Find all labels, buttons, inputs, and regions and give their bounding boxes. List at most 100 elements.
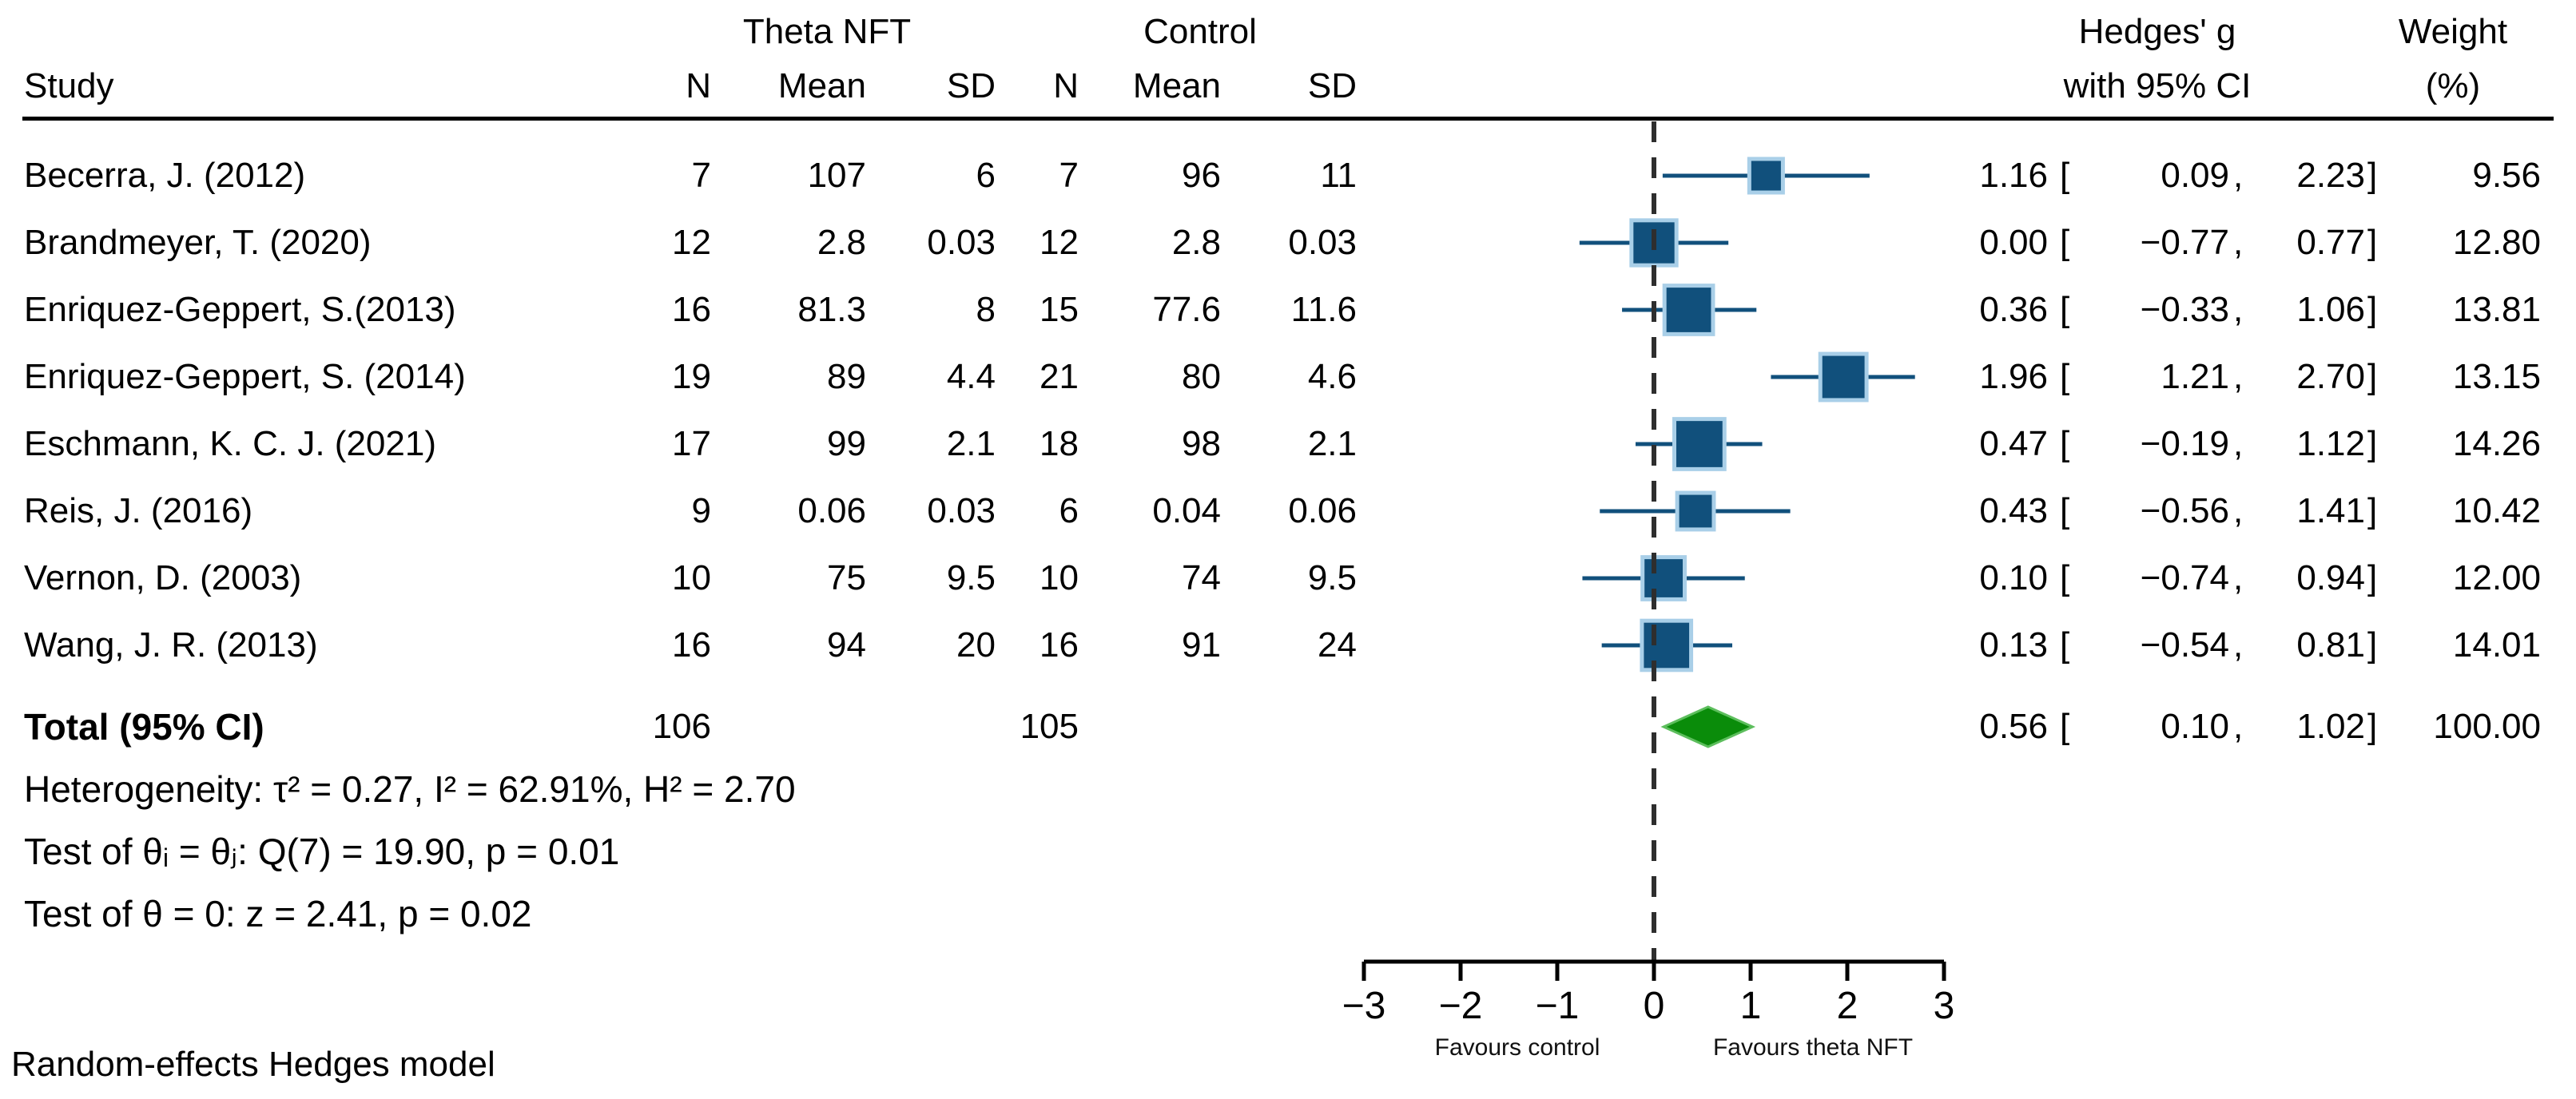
ci-open-bracket: [ [2060, 491, 2070, 530]
n-treatment: 17 [672, 424, 711, 463]
header-divider-rule [22, 117, 2554, 121]
ci-lower: −0.33 [2140, 290, 2229, 329]
n-control: 18 [1040, 424, 1079, 463]
mean-control: 91 [1182, 625, 1221, 665]
mean-treatment: 2.8 [817, 223, 866, 262]
sd-treatment: 0.03 [927, 491, 996, 530]
weight-header-line1: Weight [2398, 12, 2508, 51]
sd-control: 9.5 [1307, 558, 1357, 597]
n-treatment: 19 [672, 357, 711, 396]
ci-lower: −0.56 [2140, 491, 2229, 530]
total-n-control: 105 [1020, 707, 1079, 746]
sd-control: 11 [1320, 156, 1357, 195]
sd-control: 0.06 [1288, 491, 1357, 530]
ci-open-bracket: [ [2060, 558, 2070, 597]
weight-value: 14.26 [2452, 424, 2541, 463]
ci-lower: −0.54 [2140, 625, 2229, 665]
x-axis-tick-label: −3 [1342, 985, 1386, 1027]
overall-effect-test-stats: Test of θ = 0: z = 2.41, p = 0.02 [24, 893, 532, 934]
ci-comma: , [2233, 625, 2244, 665]
mean-control: 80 [1182, 357, 1221, 396]
n-treatment: 12 [672, 223, 711, 262]
sd-treatment: 4.4 [946, 357, 996, 396]
effect-value: 1.96 [1979, 357, 2048, 396]
ci-lower: −0.74 [2140, 558, 2229, 597]
ci-upper: 0.81 [2296, 625, 2365, 665]
sd-treatment: 8 [976, 290, 996, 329]
column-header-mean-control: Mean [1132, 66, 1221, 105]
ci-lower: 0.09 [2161, 156, 2229, 195]
sd-treatment: 20 [956, 625, 996, 665]
total-ci-comma: , [2233, 707, 2244, 746]
mean-control: 96 [1182, 156, 1221, 195]
effect-square-marker [1675, 490, 1716, 532]
n-control: 16 [1040, 625, 1079, 665]
weight-value: 12.00 [2452, 558, 2541, 597]
mean-control: 77.6 [1152, 290, 1221, 329]
column-header-n-treatment: N [686, 66, 711, 105]
effect-value: 0.43 [1979, 491, 2048, 530]
column-header-mean-treatment: Mean [777, 66, 866, 105]
sd-control: 24 [1318, 625, 1357, 665]
favours-theta-nft-label: Favours theta NFT [1712, 1034, 1914, 1061]
model-footnote: Random-effects Hedges model [11, 1045, 495, 1084]
ci-comma: , [2233, 223, 2244, 262]
effect-square-marker [1662, 284, 1715, 336]
weight-value: 12.80 [2452, 223, 2541, 262]
ci-comma: , [2233, 357, 2244, 396]
ci-open-bracket: [ [2060, 424, 2070, 463]
ci-comma: , [2233, 156, 2244, 195]
ci-close-bracket: ] [2367, 424, 2378, 463]
sd-treatment: 9.5 [946, 558, 996, 597]
ci-comma: , [2233, 558, 2244, 597]
ci-close-bracket: ] [2367, 223, 2378, 262]
study-name: Enriquez-Geppert, S.(2013) [24, 290, 456, 329]
n-control: 12 [1040, 223, 1079, 262]
ci-upper: 1.06 [2296, 290, 2365, 329]
sd-control: 2.1 [1307, 424, 1357, 463]
sd-control: 0.03 [1288, 223, 1357, 262]
mean-treatment: 99 [827, 424, 866, 463]
ci-upper: 0.94 [2296, 558, 2365, 597]
x-axis-tick-label: −1 [1535, 985, 1580, 1027]
ci-close-bracket: ] [2367, 156, 2378, 195]
mean-treatment: 75 [827, 558, 866, 597]
study-name: Vernon, D. (2003) [24, 558, 302, 597]
n-control: 15 [1040, 290, 1079, 329]
pooled-effect-diamond [1660, 705, 1756, 748]
group-header-control: Control [1143, 12, 1257, 51]
ci-close-bracket: ] [2367, 625, 2378, 665]
total-ci-open-bracket: [ [2060, 707, 2070, 746]
ci-comma: , [2233, 424, 2244, 463]
ci-lower: −0.19 [2140, 424, 2229, 463]
homogeneity-test-stats: Test of θᵢ = θⱼ: Q(7) = 19.90, p = 0.01 [24, 831, 620, 872]
effect-value: 0.10 [1979, 558, 2048, 597]
sd-treatment: 2.1 [946, 424, 996, 463]
ci-close-bracket: ] [2367, 290, 2378, 329]
ci-upper: 2.23 [2296, 156, 2365, 195]
mean-treatment: 94 [827, 625, 866, 665]
group-header-theta-nft: Theta NFT [742, 12, 912, 51]
n-treatment: 9 [691, 491, 711, 530]
effect-square-marker [1818, 351, 1869, 403]
ci-upper: 1.41 [2296, 491, 2365, 530]
total-n-treatment: 106 [652, 707, 711, 746]
weight-value: 9.56 [2472, 156, 2541, 195]
effect-value: 0.47 [1979, 424, 2048, 463]
mean-control: 0.04 [1152, 491, 1221, 530]
total-effect-value: 0.56 [1979, 707, 2048, 746]
n-treatment: 16 [672, 290, 711, 329]
n-control: 21 [1040, 357, 1079, 396]
n-control: 10 [1040, 558, 1079, 597]
ci-upper: 2.70 [2296, 357, 2365, 396]
effect-header-line1: Hedges' g [2078, 12, 2236, 51]
ci-close-bracket: ] [2367, 357, 2378, 396]
ci-comma: , [2233, 290, 2244, 329]
mean-control: 74 [1182, 558, 1221, 597]
study-name: Becerra, J. (2012) [24, 156, 306, 195]
weight-value: 13.81 [2452, 290, 2541, 329]
favours-control-label: Favours control [1434, 1034, 1600, 1061]
total-label: Total (95% CI) [24, 706, 264, 748]
